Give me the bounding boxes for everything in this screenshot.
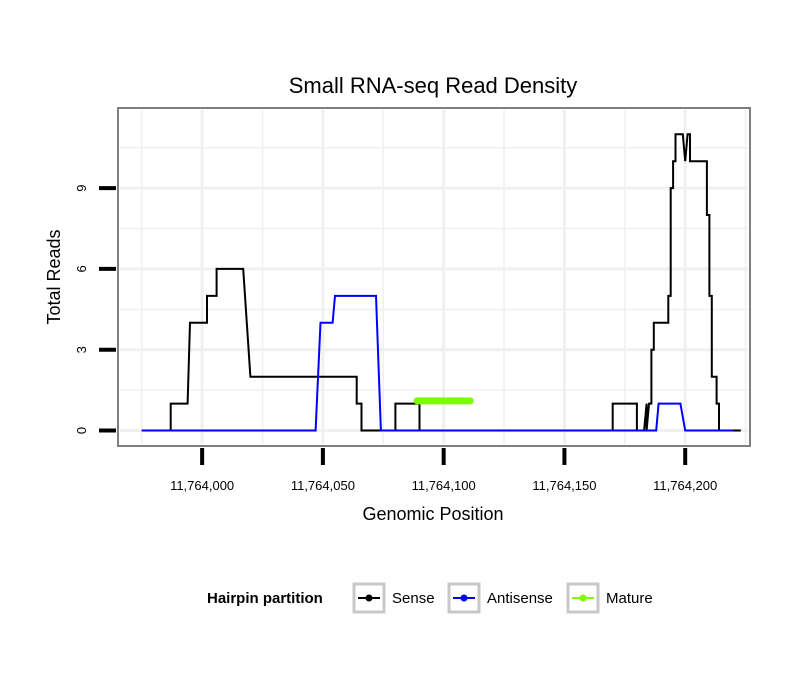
x-tick-label: 11,764,000 <box>170 478 234 493</box>
x-tick-label: 11,764,050 <box>291 478 355 493</box>
x-axis: 11,764,000 11,764,050 11,764,100 11,764,150… <box>170 448 717 493</box>
legend-key-dot-antisense <box>460 594 468 602</box>
chart-title: Small RNA-seq Read Density <box>289 73 578 98</box>
legend-label-sense: Sense <box>392 590 435 607</box>
y-tick-label: 6 <box>74 265 89 272</box>
series-layer <box>141 133 741 432</box>
legend-entry-mature: Mature <box>566 582 653 614</box>
panel-border <box>117 107 751 447</box>
legend-key-box-mature <box>566 582 600 614</box>
legend-key-dot-sense <box>365 594 373 602</box>
x-axis-title: Genomic Position <box>362 504 503 524</box>
legend-key-dot-mature <box>579 594 587 602</box>
x-tick-label: 11,764,150 <box>532 478 596 493</box>
series-line-sense <box>141 133 741 432</box>
x-tick-label: 11,764,200 <box>653 478 717 493</box>
legend-label-mature: Mature <box>606 590 653 607</box>
y-tick-label: 3 <box>74 346 89 353</box>
legend-label-antisense: Antisense <box>487 590 553 607</box>
legend-key-box-sense <box>352 582 386 614</box>
legend-entry-antisense: Antisense <box>447 582 553 614</box>
legend-key-box-antisense <box>447 582 481 614</box>
series-line-antisense <box>141 294 734 432</box>
legend-entry-sense: Sense <box>352 582 435 614</box>
y-axis: 0 3 6 9 <box>74 184 116 434</box>
y-axis-title: Total Reads <box>44 229 64 324</box>
x-tick-label: 11,764,100 <box>412 478 476 493</box>
y-tick-label: 0 <box>74 427 89 434</box>
grid-lines <box>120 110 748 444</box>
y-tick-label: 9 <box>74 184 89 191</box>
legend-title: Hairpin partition <box>207 590 323 607</box>
legend: Hairpin partition Sense Antisense Mature <box>207 582 653 614</box>
